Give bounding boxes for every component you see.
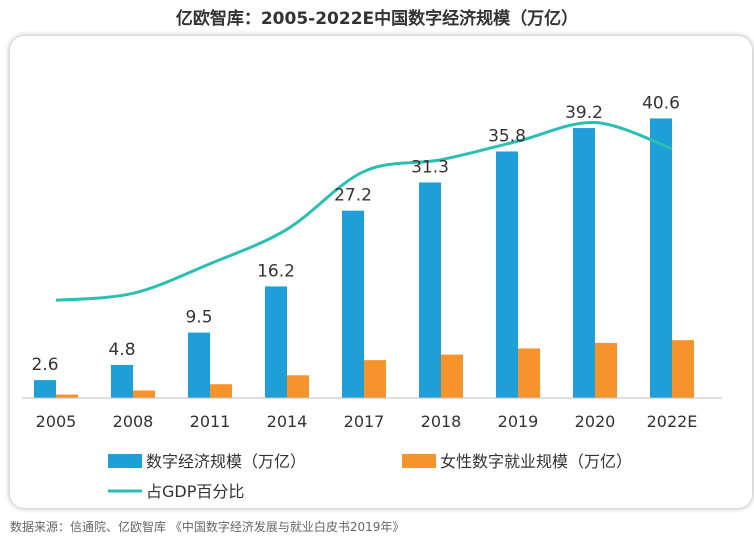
bar-female-employment [364,360,386,398]
chart-panel [10,36,752,508]
data-label: 40.6 [642,93,680,113]
legend-label: 占GDP百分比 [146,482,244,501]
bar-digital-economy [573,128,595,398]
legend-label: 数字经济规模（万亿） [146,452,306,471]
x-tick-label: 2019 [498,412,539,431]
source-note: 数据来源：信通院、亿欧智库 《中国数字经济发展与就业白皮书2019年》 [10,520,405,534]
bar-digital-economy [496,151,518,398]
bar-female-employment [595,342,617,398]
legend-swatch [108,454,142,468]
bar-digital-economy [111,364,133,398]
bar-female-employment [210,384,232,398]
data-label: 35.8 [488,126,526,146]
x-tick-label: 2008 [113,412,154,431]
x-tick-label: 2011 [190,412,231,431]
data-label: 16.2 [257,261,295,281]
bar-digital-economy [419,182,441,398]
bars-layer [34,118,694,398]
legend-label: 女性数字就业规模（万亿） [440,452,632,471]
bar-female-employment [441,354,463,398]
data-label: 27.2 [334,186,372,206]
x-tick-label: 2005 [36,412,77,431]
bar-female-employment [287,375,309,398]
data-label: 39.2 [565,103,603,123]
legend: 数字经济规模（万亿） 女性数字就业规模（万亿） 占GDP百分比 [108,452,632,501]
bar-female-employment [672,340,694,398]
chart-title: 亿欧智库：2005-2022E中国数字经济规模（万亿） [175,9,579,29]
gdp-share-line [55,121,673,302]
bar-female-employment [56,394,78,398]
x-tick-label: 2014 [267,412,308,431]
bar-female-employment [518,348,540,398]
line-layer [55,121,673,302]
bar-digital-economy [342,210,364,398]
bar-female-employment [133,390,155,398]
data-label: 9.5 [185,308,212,328]
bar-digital-economy [34,380,56,398]
bar-digital-economy [188,332,210,398]
data-label: 2.6 [31,355,58,375]
labels-layer: 2.6 2005 4.8 2008 9.5 2011 16.2 2014 27.2 2017 31.… [31,93,697,431]
x-tick-label: 2020 [575,412,616,431]
data-label: 4.8 [108,340,135,360]
x-tick-label: 2017 [344,412,385,431]
x-tick-label: 2022E [647,412,698,431]
x-tick-label: 2018 [421,412,462,431]
bar-digital-economy [650,118,672,398]
data-label: 31.3 [411,157,449,177]
bar-digital-economy [265,286,287,398]
legend-swatch [402,454,436,468]
